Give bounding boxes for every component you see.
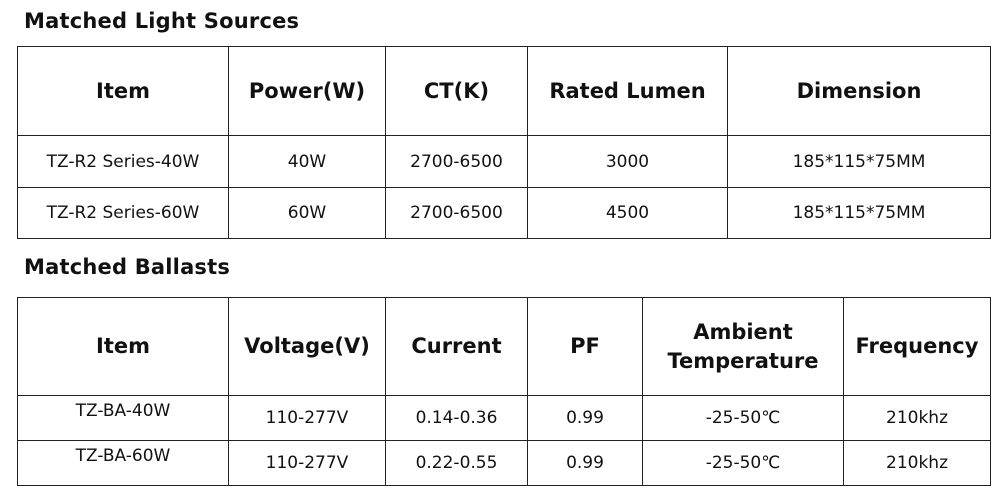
column-header-dimension: Dimension	[727, 45, 991, 137]
cell-dimension: 185*115*75MM	[727, 186, 991, 240]
cell-voltage: 110-277V	[228, 395, 386, 441]
cell-item-text: TZ-BA-60W	[75, 446, 171, 466]
column-header-power: Power(W)	[228, 45, 386, 137]
table-header-row: Item Power(W) CT(K) Rated Lumen Dimensio…	[17, 45, 991, 137]
light-sources-heading: Matched Light Sources	[24, 9, 300, 33]
column-header-current: Current	[385, 297, 528, 396]
table-header-row: Item Voltage(V) Current PF Ambient Tempe…	[17, 297, 991, 396]
cell-item: TZ-R2 Series-60W	[17, 186, 229, 240]
cell-frequency: 210khz	[843, 395, 991, 441]
cell-rated-lumen: 3000	[527, 135, 728, 188]
table-row: TZ-BA-40W 110-277V 0.14-0.36 0.99 -25-50…	[17, 395, 991, 441]
cell-ambient-temperature: -25-50℃	[642, 395, 844, 441]
cell-ct: 2700-6500	[385, 186, 528, 240]
cell-current: 0.14-0.36	[385, 395, 528, 441]
cell-current: 0.22-0.55	[385, 440, 528, 486]
cell-ambient-temperature: -25-50℃	[642, 440, 844, 486]
cell-dimension: 185*115*75MM	[727, 135, 991, 188]
cell-frequency: 210khz	[843, 440, 991, 486]
column-header-pf: PF	[527, 297, 643, 396]
cell-item: TZ-R2 Series-40W	[17, 135, 229, 188]
column-header-rated-lumen: Rated Lumen	[527, 45, 728, 137]
cell-rated-lumen: 4500	[527, 186, 728, 240]
table-row: TZ-R2 Series-40W 40W 2700-6500 3000 185*…	[17, 135, 991, 188]
column-header-ambient-temperature: Ambient Temperature	[642, 297, 844, 396]
cell-pf: 0.99	[527, 440, 643, 486]
cell-item: TZ-BA-60W	[17, 440, 229, 486]
table-row: TZ-R2 Series-60W 60W 2700-6500 4500 185*…	[17, 186, 991, 240]
cell-voltage: 110-277V	[228, 440, 386, 486]
table-row: TZ-BA-60W 110-277V 0.22-0.55 0.99 -25-50…	[17, 440, 991, 486]
cell-power: 40W	[228, 135, 386, 188]
column-header-item: Item	[17, 45, 229, 137]
cell-ct: 2700-6500	[385, 135, 528, 188]
column-header-ct: CT(K)	[385, 45, 528, 137]
light-sources-table: Item Power(W) CT(K) Rated Lumen Dimensio…	[17, 45, 991, 240]
column-header-frequency: Frequency	[843, 297, 991, 396]
ballasts-table: Item Voltage(V) Current PF Ambient Tempe…	[17, 297, 991, 486]
cell-item: TZ-BA-40W	[17, 395, 229, 441]
cell-power: 60W	[228, 186, 386, 240]
column-header-voltage: Voltage(V)	[228, 297, 386, 396]
cell-pf: 0.99	[527, 395, 643, 441]
ballasts-heading: Matched Ballasts	[24, 255, 231, 279]
column-header-item: Item	[17, 297, 229, 396]
cell-item-text: TZ-BA-40W	[75, 401, 171, 421]
